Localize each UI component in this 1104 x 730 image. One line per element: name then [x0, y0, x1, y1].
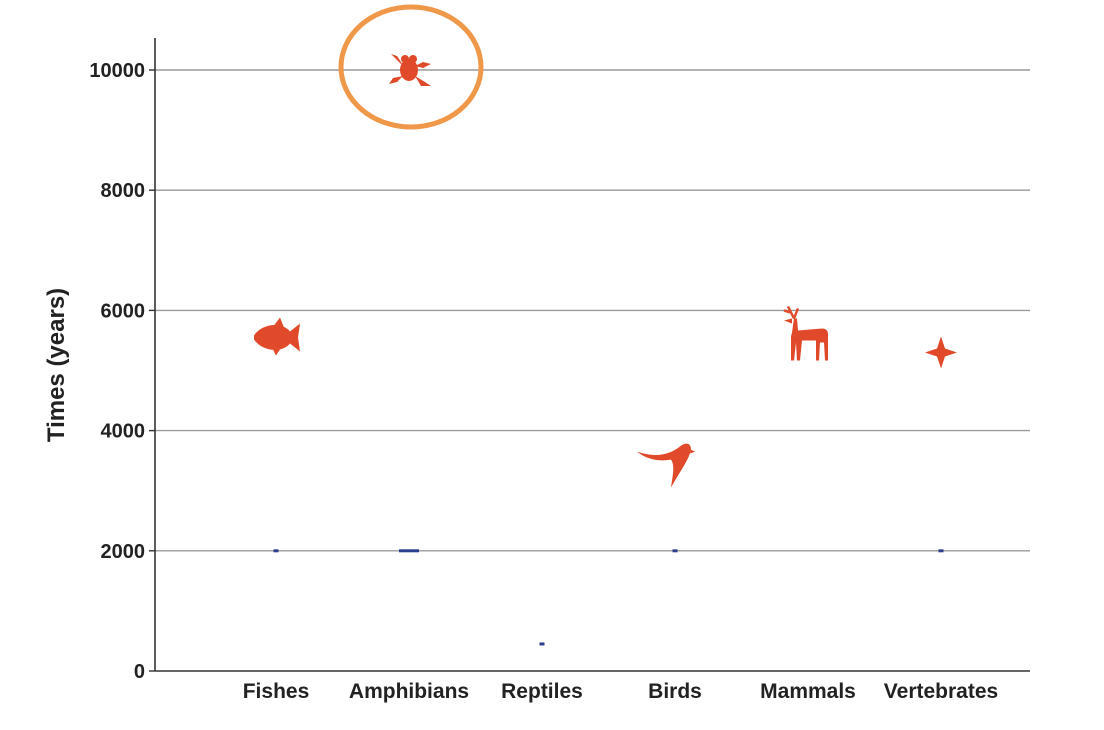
x-category-label: Fishes: [243, 680, 310, 703]
secondary-marker: [399, 549, 419, 553]
x-category-label: Mammals: [760, 680, 856, 703]
x-category-label: Birds: [648, 680, 702, 703]
primary-markers: [254, 54, 957, 488]
axes: [149, 38, 1030, 672]
frog-icon: [389, 54, 431, 86]
x-category-label: Vertebrates: [884, 680, 998, 703]
deer-icon: [783, 305, 828, 361]
y-tick-labels: 0 2000 4000 6000 8000 10000: [89, 60, 145, 683]
secondary-markers: [273, 549, 944, 646]
x-category-label: Amphibians: [349, 680, 469, 703]
y-tick-label: 8000: [101, 180, 146, 202]
highlight-ring: [338, 4, 484, 130]
highlight-ring: [338, 4, 484, 130]
y-axis-title: Times (years): [43, 288, 70, 442]
fish-icon: [254, 317, 300, 356]
y-tick-label: 2000: [101, 541, 146, 563]
gridlines: [155, 69, 1030, 552]
bird-icon: [637, 443, 695, 488]
y-tick-label: 10000: [89, 60, 145, 82]
x-category-labels: Fishes Amphibians Reptiles Birds Mammals Vert…: [243, 680, 998, 703]
secondary-marker: [539, 642, 545, 646]
x-category-label: Reptiles: [501, 680, 583, 703]
y-tick-label: 0: [134, 661, 145, 683]
secondary-marker: [938, 549, 944, 553]
secondary-marker: [672, 549, 678, 553]
star-icon: [925, 336, 957, 369]
secondary-marker: [273, 549, 279, 553]
y-tick-label: 4000: [101, 421, 146, 443]
y-tick-label: 6000: [101, 300, 146, 322]
